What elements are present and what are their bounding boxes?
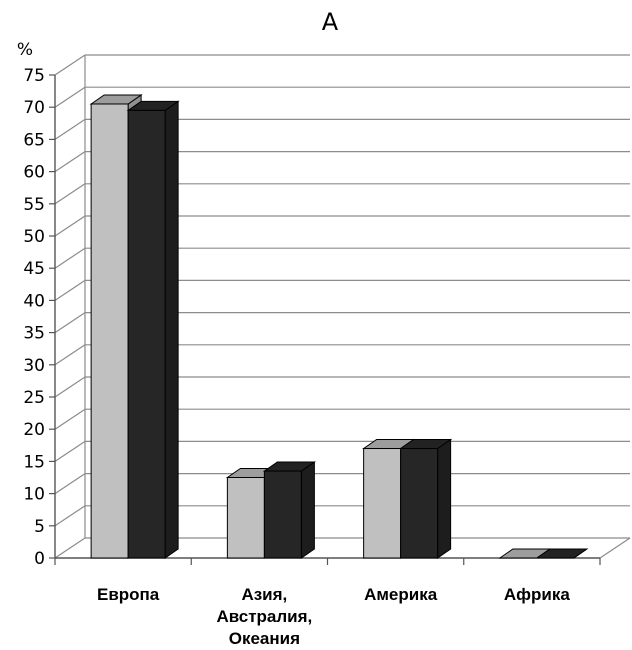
category-label-line: Америка [364, 585, 438, 604]
category-label-line: Азия, [241, 585, 287, 604]
category-label: Азия, Австралия, Океания [216, 585, 312, 648]
gridline-diagonal [54, 312, 86, 334]
y-tick-label: 20 [23, 420, 45, 440]
gridline-diagonal [54, 505, 86, 527]
bar-dark [262, 461, 316, 559]
gridline-diagonal [54, 408, 86, 430]
category-label-line: Океания [229, 629, 300, 648]
y-tick-label: 15 [23, 452, 45, 472]
y-tick-label: 35 [23, 324, 45, 344]
bar-front [363, 448, 402, 559]
y-tick-label: 65 [23, 130, 45, 150]
category-label: Америка [364, 585, 438, 604]
y-tick-label: 10 [23, 485, 45, 505]
floor-right-edge [599, 537, 631, 559]
bar-dark [126, 100, 180, 559]
bar-front [263, 470, 302, 559]
gridline-diagonal [54, 537, 86, 559]
bar-side [437, 438, 452, 559]
y-tick-label: 75 [23, 66, 45, 86]
bars [89, 94, 589, 559]
gridline-diagonal [54, 183, 86, 205]
gridline-diagonal [54, 118, 86, 140]
bar-front [90, 103, 129, 559]
gridline-diagonal [54, 215, 86, 237]
category-label: Африка [504, 585, 570, 604]
gridline-diagonal [54, 279, 86, 301]
gridline-diagonal [54, 440, 86, 462]
y-tick-label: 0 [34, 549, 45, 569]
chart-title: A [322, 8, 339, 36]
gridline-diagonal [54, 344, 86, 366]
bar-side [164, 100, 179, 559]
category-labels: Европа Азия, Австралия, Океания Америка Африк… [97, 585, 570, 648]
category-label-line: Африка [504, 585, 570, 604]
y-axis-label: % [17, 40, 33, 60]
bar-front [127, 109, 166, 559]
y-tick-label: 60 [23, 163, 45, 183]
category-label-line: Австралия, [216, 607, 312, 626]
bar-dark [535, 548, 589, 559]
gridline-diagonal [54, 376, 86, 398]
gridline-diagonal [54, 247, 86, 269]
gridline-diagonal [54, 86, 86, 108]
gridline-diagonal [54, 54, 86, 76]
y-tick-label: 30 [23, 356, 45, 376]
y-tick-label: 70 [23, 98, 45, 118]
y-tick-label: 5 [34, 517, 45, 537]
y-tick-label: 45 [23, 259, 45, 279]
y-tick-labels: 0 5 10 15 20 25 30 35 40 45 50 55 60 65 70 75 [23, 66, 45, 569]
category-label: Европа [97, 585, 160, 604]
bar-side [300, 461, 315, 559]
bar-dark [399, 438, 453, 559]
y-tick-label: 40 [23, 291, 45, 311]
y-tick-label: 55 [23, 195, 45, 215]
gridline-diagonal [54, 151, 86, 173]
y-tick-label: 50 [23, 227, 45, 247]
category-label-line: Европа [97, 585, 160, 604]
bar-front [400, 448, 439, 559]
gridline-diagonal [54, 473, 86, 495]
bar-front [226, 477, 265, 559]
bar-top [535, 548, 589, 559]
y-tick-label: 25 [23, 388, 45, 408]
